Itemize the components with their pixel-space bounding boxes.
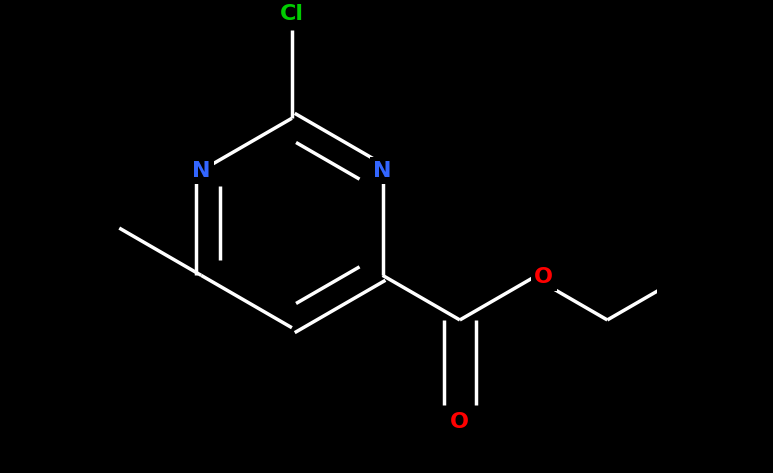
Text: O: O (534, 267, 553, 288)
Text: O: O (451, 412, 469, 432)
Text: N: N (373, 161, 392, 181)
Text: Cl: Cl (280, 3, 304, 24)
Text: N: N (192, 161, 210, 181)
